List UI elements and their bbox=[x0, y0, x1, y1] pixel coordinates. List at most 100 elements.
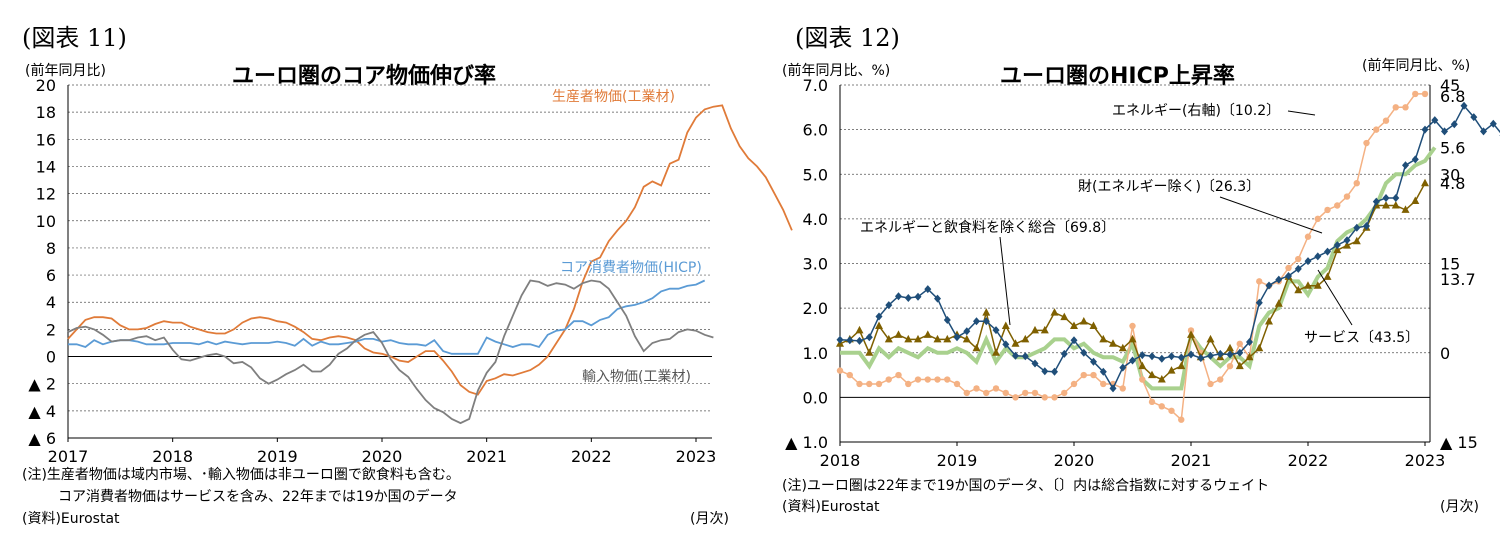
left-y-tick-label: ▲ 2 bbox=[28, 375, 56, 394]
right-x-tick-label: 2023 bbox=[1405, 451, 1446, 470]
right-x-tick-label: 2020 bbox=[1054, 451, 1095, 470]
right-energy-marker bbox=[1255, 298, 1263, 307]
right-services-marker bbox=[982, 308, 991, 316]
right-goods-marker bbox=[1139, 376, 1146, 383]
right-energy-marker bbox=[1109, 384, 1117, 393]
right-energy-marker bbox=[1158, 354, 1166, 363]
right-services-marker bbox=[884, 334, 893, 343]
right-unit-left: (前年同月比、%) bbox=[782, 63, 891, 79]
right-energy-marker bbox=[1382, 194, 1390, 202]
right-energy-marker bbox=[1187, 350, 1195, 359]
left-x-unit: (月次) bbox=[690, 511, 729, 527]
right-energy-marker bbox=[1070, 336, 1078, 345]
right-energy-marker bbox=[1363, 222, 1370, 230]
right-services-marker bbox=[1255, 343, 1264, 352]
right-services-marker bbox=[1274, 299, 1283, 307]
right-y-tick-label: 4.0 bbox=[803, 210, 828, 229]
right-services-marker bbox=[1226, 343, 1234, 352]
right-energy-marker bbox=[1021, 352, 1029, 361]
right-services-marker bbox=[1352, 236, 1361, 245]
right-energy-marker bbox=[1216, 349, 1224, 358]
right-y-tick-label: 5.0 bbox=[803, 165, 828, 184]
right-services-marker bbox=[855, 325, 864, 334]
left-figure-label: (図表 11) bbox=[22, 24, 127, 52]
right-energy-marker bbox=[953, 333, 961, 342]
left-source: (資料)Eurostat bbox=[22, 511, 120, 527]
right-goods-marker bbox=[1226, 362, 1234, 370]
right-services-marker bbox=[1304, 281, 1312, 289]
right-energy-marker bbox=[1002, 340, 1010, 349]
right-goods-marker bbox=[934, 376, 941, 383]
right-goods-marker bbox=[856, 380, 863, 388]
left-y-tick-label: ▲ 6 bbox=[28, 429, 56, 448]
left-y-tick-label: 2 bbox=[46, 320, 56, 339]
right-goods-marker bbox=[1002, 389, 1009, 397]
right-energy-marker bbox=[1236, 348, 1244, 357]
right-energy-marker bbox=[865, 333, 873, 342]
right-services-marker bbox=[914, 334, 922, 343]
right-services-marker bbox=[875, 321, 883, 329]
right-energy-marker bbox=[1489, 119, 1497, 128]
right-services-marker bbox=[1206, 334, 1215, 343]
right-energy-marker bbox=[1148, 352, 1156, 361]
right-energy-marker bbox=[1168, 352, 1175, 361]
right-energy-marker bbox=[904, 294, 912, 302]
right-energy-marker bbox=[1372, 197, 1380, 206]
right-y-tick-label: 0.0 bbox=[803, 388, 828, 407]
right-goods-marker bbox=[1119, 385, 1126, 392]
right-energy-marker bbox=[1051, 367, 1058, 376]
left-y-tick-label: 14 bbox=[36, 157, 56, 176]
right-goods-marker bbox=[846, 371, 853, 379]
left-y-tick-label: 8 bbox=[46, 239, 56, 258]
right-end-value-label: 4.8 bbox=[1440, 174, 1465, 193]
right-services-marker bbox=[904, 334, 913, 343]
right-energy-marker bbox=[1441, 127, 1448, 136]
right-goods-marker bbox=[1178, 416, 1185, 423]
right-services-marker bbox=[1235, 361, 1244, 370]
right-leader-core bbox=[999, 236, 1011, 326]
right-goods-marker bbox=[1363, 139, 1370, 147]
right-services-marker bbox=[1245, 352, 1254, 361]
right-goods-marker bbox=[1353, 179, 1360, 187]
right-services-marker bbox=[1391, 201, 1400, 209]
right-services-marker bbox=[972, 343, 981, 352]
right-label-energy: エネルギー(右軸)〔10.2〕 bbox=[1112, 103, 1280, 119]
right-goods-marker bbox=[1285, 264, 1292, 272]
right-goods-marker bbox=[1090, 371, 1097, 379]
right-y2-tick-label: 15 bbox=[1440, 255, 1460, 274]
right-goods-marker bbox=[963, 389, 970, 397]
right-goods-marker bbox=[1148, 398, 1156, 406]
left-x-tick-label: 2023 bbox=[676, 447, 717, 466]
right-energy-marker bbox=[963, 327, 971, 336]
right-energy-marker bbox=[1343, 236, 1351, 245]
right-services-marker bbox=[1323, 272, 1332, 280]
right-goods-marker bbox=[1256, 278, 1263, 285]
left-note-2: コア消費者物価はサービスを含み、22年までは19か国のデータ bbox=[58, 489, 458, 505]
right-end-value-label: 13.7 bbox=[1440, 270, 1476, 289]
right-goods-marker bbox=[905, 380, 912, 388]
right-services-marker bbox=[1070, 321, 1078, 329]
right-services-marker bbox=[923, 330, 932, 338]
right-energy-marker bbox=[1275, 275, 1283, 284]
right-label-goods: 財(エネルギー除く)〔26.3〕 bbox=[1078, 179, 1260, 195]
right-energy-marker bbox=[1012, 351, 1019, 360]
right-services-marker bbox=[1011, 339, 1020, 347]
right-services-marker bbox=[1109, 339, 1117, 347]
right-x-tick-label: 2019 bbox=[937, 451, 978, 470]
right-series-energy bbox=[839, 104, 1500, 391]
right-energy-marker bbox=[1099, 367, 1107, 376]
right-figure-label: (図表 12) bbox=[795, 24, 900, 52]
right-goods-marker bbox=[1392, 104, 1399, 111]
right-energy-marker bbox=[1060, 349, 1068, 358]
right-goods-marker bbox=[1022, 389, 1029, 397]
left-x-tick-label: 2022 bbox=[571, 447, 612, 466]
right-end-value-label: 5.6 bbox=[1440, 138, 1465, 157]
right-goods-marker bbox=[1100, 380, 1107, 388]
right-goods-marker bbox=[992, 385, 1000, 392]
left-x-tick-label: 2018 bbox=[152, 447, 193, 466]
right-energy-marker bbox=[914, 292, 922, 301]
left-series-hicp bbox=[68, 279, 706, 355]
right-goods-marker bbox=[1070, 380, 1078, 388]
right-services-marker bbox=[1089, 321, 1098, 329]
